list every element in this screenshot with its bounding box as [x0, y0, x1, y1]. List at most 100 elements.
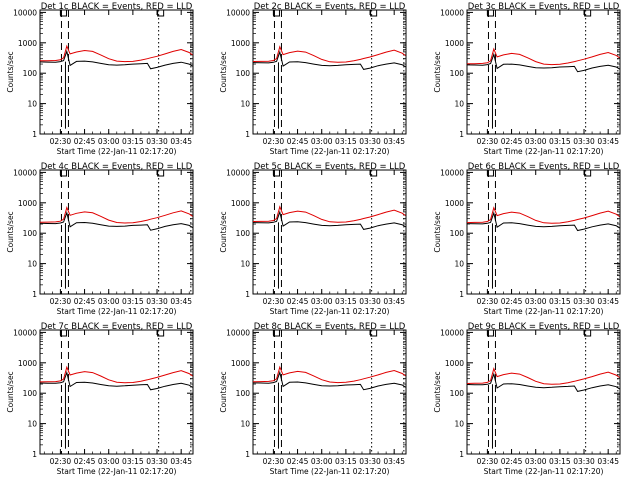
- x-tick-label: 02:30: [263, 137, 285, 146]
- x-axis-label: Start Time (22-Jan-11 02:17:20): [484, 467, 604, 476]
- x-tick-label: 03:00: [98, 457, 120, 466]
- y-tick-label: 1000: [18, 359, 37, 368]
- y-tick-label: 10000: [440, 168, 464, 177]
- x-axis-label: Start Time (22-Jan-11 02:17:20): [270, 467, 390, 476]
- y-axis-label: Counts/sec: [433, 51, 442, 92]
- x-axis-label: Start Time (22-Jan-11 02:17:20): [57, 307, 177, 316]
- panel-title: Det 2c BLACK = Events, RED = LLD: [254, 2, 406, 12]
- plot-frame: [252, 9, 407, 135]
- y-tick-label: 1000: [231, 359, 250, 368]
- detector-panel-5: Det 5c BLACK = Events, RED = LLD 1 10 100 10…: [219, 162, 407, 316]
- series-line-events: [252, 50, 406, 70]
- plot-frame: [466, 169, 621, 295]
- flag-bracket: [157, 330, 165, 337]
- y-tick-label: 1: [459, 130, 464, 139]
- x-tick-label: 03:15: [335, 297, 357, 306]
- flag-bracket: [370, 330, 378, 337]
- series-line-lld: [252, 205, 406, 223]
- y-tick-label: 1000: [18, 39, 37, 48]
- x-tick-label: 03:45: [170, 457, 192, 466]
- panel-title: Det 5c BLACK = Events, RED = LLD: [254, 162, 406, 172]
- y-tick-label: 10000: [13, 8, 37, 17]
- flag-bracket: [584, 170, 592, 177]
- series-line-events: [466, 52, 620, 73]
- y-tick-label: 1: [245, 450, 250, 459]
- plot-frame: [39, 169, 194, 295]
- y-tick-label: 1000: [231, 39, 250, 48]
- x-tick-label: 03:45: [597, 297, 619, 306]
- x-tick-label: 03:15: [335, 457, 357, 466]
- x-tick-label: 03:30: [359, 297, 381, 306]
- flag-bracket: [59, 170, 67, 177]
- y-tick-label: 1000: [18, 199, 37, 208]
- series-line-lld: [39, 44, 193, 63]
- y-tick-label: 10: [240, 260, 250, 269]
- x-tick-label: 02:45: [287, 297, 309, 306]
- detector-panel-1: Det 1c BLACK = Events, RED = LLD 1 10 100 10…: [6, 2, 194, 156]
- x-axis-label: Start Time (22-Jan-11 02:17:20): [270, 147, 390, 156]
- x-tick-label: 02:30: [263, 457, 285, 466]
- x-tick-label: 03:00: [311, 457, 333, 466]
- panel-title: Det 9c BLACK = Events, RED = LLD: [468, 322, 620, 332]
- x-axis-label: Start Time (22-Jan-11 02:17:20): [484, 147, 604, 156]
- y-tick-label: 1: [32, 290, 37, 299]
- y-axis-label: Counts/sec: [219, 371, 228, 412]
- panel-title: Det 3c BLACK = Events, RED = LLD: [468, 2, 620, 12]
- x-tick-label: 02:30: [50, 137, 72, 146]
- y-tick-label: 10000: [13, 328, 37, 337]
- x-tick-label: 03:00: [98, 297, 120, 306]
- x-tick-label: 03:30: [359, 457, 381, 466]
- x-tick-label: 03:00: [525, 297, 547, 306]
- series-line-events: [252, 210, 406, 230]
- y-tick-label: 100: [236, 389, 251, 398]
- y-tick-label: 10: [240, 100, 250, 109]
- y-axis-label: Counts/sec: [6, 371, 15, 412]
- x-tick-label: 03:45: [170, 137, 192, 146]
- x-tick-label: 03:30: [573, 297, 595, 306]
- x-axis-label: Start Time (22-Jan-11 02:17:20): [270, 307, 390, 316]
- x-tick-label: 03:30: [146, 297, 168, 306]
- y-tick-label: 10000: [226, 328, 250, 337]
- panel-title: Det 6c BLACK = Events, RED = LLD: [468, 162, 620, 172]
- x-tick-label: 02:45: [501, 457, 523, 466]
- y-tick-label: 100: [23, 69, 38, 78]
- x-tick-label: 02:45: [287, 137, 309, 146]
- x-tick-label: 02:45: [74, 457, 96, 466]
- y-tick-label: 1000: [445, 359, 464, 368]
- y-tick-label: 10: [27, 100, 37, 109]
- y-tick-label: 10000: [226, 168, 250, 177]
- x-tick-label: 03:45: [597, 457, 619, 466]
- flag-bracket: [157, 10, 165, 17]
- y-tick-label: 10: [240, 420, 250, 429]
- x-tick-label: 03:45: [597, 137, 619, 146]
- flag-bracket: [59, 330, 67, 337]
- y-tick-label: 1: [245, 130, 250, 139]
- plot-frame: [252, 169, 407, 295]
- flag-bracket: [157, 170, 165, 177]
- detector-panel-4: Det 4c BLACK = Events, RED = LLD 1 10 100 10…: [6, 162, 194, 316]
- flag-bracket: [272, 10, 280, 17]
- x-tick-label: 03:00: [311, 297, 333, 306]
- x-tick-label: 03:15: [122, 297, 144, 306]
- series-line-events: [39, 211, 193, 231]
- y-tick-label: 10: [454, 100, 464, 109]
- series-line-lld: [39, 365, 193, 384]
- detector-panel-7: Det 7c BLACK = Events, RED = LLD 1 10 100 10…: [6, 322, 194, 476]
- y-tick-label: 1: [245, 290, 250, 299]
- x-tick-label: 03:30: [146, 137, 168, 146]
- x-tick-label: 03:15: [549, 297, 571, 306]
- x-tick-label: 03:15: [335, 137, 357, 146]
- x-tick-label: 03:15: [122, 457, 144, 466]
- y-axis-label: Counts/sec: [433, 371, 442, 412]
- series-line-events: [466, 211, 620, 232]
- panel-title: Det 8c BLACK = Events, RED = LLD: [254, 322, 406, 332]
- x-tick-label: 02:45: [501, 297, 523, 306]
- y-axis-label: Counts/sec: [6, 211, 15, 252]
- x-tick-label: 03:30: [573, 457, 595, 466]
- flag-bracket: [486, 10, 494, 17]
- detector-panel-2: Det 2c BLACK = Events, RED = LLD 1 10 100 10…: [219, 2, 407, 156]
- x-axis-label: Start Time (22-Jan-11 02:17:20): [57, 467, 177, 476]
- panel-title: Det 7c BLACK = Events, RED = LLD: [41, 322, 193, 332]
- y-tick-label: 10000: [440, 328, 464, 337]
